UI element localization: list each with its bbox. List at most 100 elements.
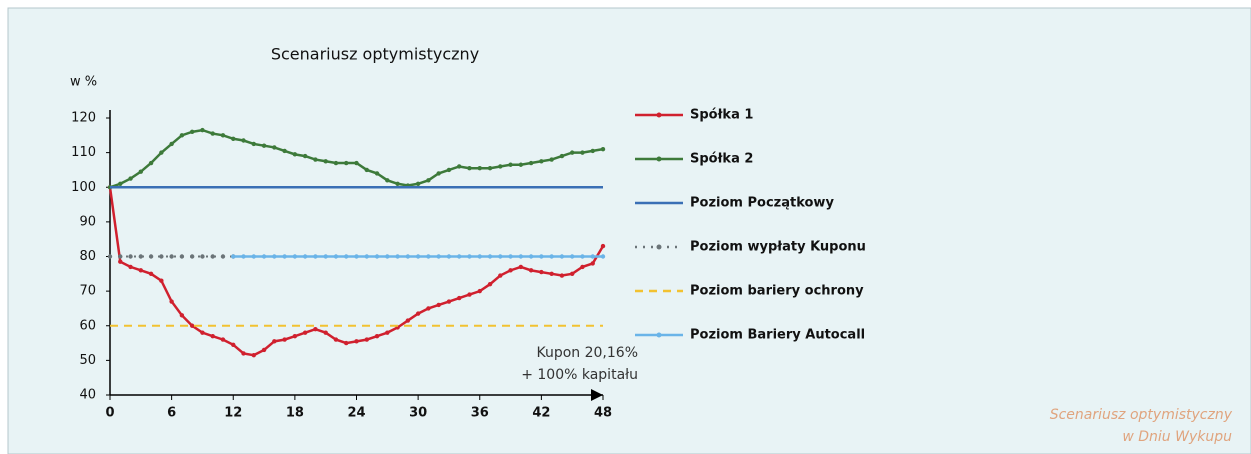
point [415, 254, 421, 259]
point [292, 152, 298, 157]
point [302, 330, 308, 335]
point [549, 271, 554, 277]
point [118, 181, 123, 186]
y-axis-label: w % [70, 75, 97, 90]
point [590, 254, 595, 259]
x-tick-label: 18 [286, 406, 304, 421]
point [210, 333, 215, 339]
x-tick-label: 12 [224, 406, 242, 421]
point [477, 288, 482, 294]
point [179, 133, 185, 138]
point [600, 243, 606, 249]
point [272, 145, 277, 150]
point [600, 146, 606, 152]
point [364, 254, 369, 259]
point [200, 127, 205, 133]
y-tick-label: 90 [79, 214, 96, 229]
point [426, 254, 431, 259]
point [302, 254, 308, 259]
point [231, 136, 236, 141]
point [251, 141, 256, 147]
point [436, 254, 441, 259]
legend-label: Poziom Bariery Autocall [690, 328, 865, 343]
x-tick-label: 6 [167, 406, 176, 421]
point [282, 337, 287, 342]
point [559, 254, 565, 259]
point [159, 254, 164, 259]
point [374, 254, 380, 259]
point [498, 254, 503, 259]
point [426, 306, 431, 311]
x-axis-arrow [591, 389, 603, 401]
point [395, 181, 400, 186]
point [354, 254, 359, 259]
legend-marker [656, 244, 662, 250]
point [508, 254, 513, 259]
point [333, 254, 339, 259]
point [302, 153, 308, 159]
point [580, 150, 585, 155]
point [487, 282, 493, 287]
x-tick-label: 0 [105, 406, 114, 421]
point [590, 148, 595, 154]
legend-label: Poziom bariery ochrony [690, 284, 864, 299]
point [549, 157, 554, 162]
point [148, 271, 154, 277]
point [528, 268, 534, 273]
point [210, 131, 215, 136]
point [405, 318, 411, 323]
point [528, 160, 534, 166]
point [189, 323, 195, 328]
point [169, 299, 174, 304]
point [518, 264, 524, 270]
point [395, 254, 400, 259]
point [128, 264, 133, 270]
legend-label: Spółka 1 [690, 108, 753, 123]
x-tick-label: 36 [471, 406, 489, 421]
point [426, 178, 431, 183]
point [374, 171, 380, 176]
point [580, 254, 585, 259]
point [272, 339, 277, 344]
y-tick-label: 70 [79, 284, 96, 299]
point [333, 337, 339, 342]
legend-marker [656, 332, 662, 338]
point [128, 176, 133, 181]
point [487, 166, 493, 171]
point [138, 268, 144, 273]
point [251, 352, 256, 358]
point [189, 254, 195, 259]
point [138, 169, 144, 174]
x-tick-label: 30 [409, 406, 427, 421]
panel [7, 7, 1251, 454]
point [354, 160, 359, 166]
point [313, 327, 318, 332]
point [344, 340, 349, 346]
point [344, 254, 349, 259]
point [313, 157, 318, 162]
point [405, 254, 411, 259]
point [549, 254, 554, 259]
point [385, 178, 390, 183]
point [457, 254, 462, 259]
point [559, 273, 565, 278]
point [600, 254, 606, 259]
point [436, 171, 441, 176]
point [498, 164, 503, 169]
point [118, 254, 123, 259]
point [282, 148, 287, 154]
legend-marker [656, 112, 662, 118]
point [313, 254, 318, 259]
point [179, 313, 185, 318]
point [364, 167, 369, 173]
y-tick-label: 80 [79, 249, 96, 264]
point [518, 162, 524, 167]
point [446, 299, 452, 304]
point [467, 254, 472, 259]
annotation: Kupon 20,16% [536, 345, 638, 361]
point [508, 162, 513, 167]
point [231, 254, 236, 259]
point [231, 342, 236, 347]
point [508, 268, 513, 273]
